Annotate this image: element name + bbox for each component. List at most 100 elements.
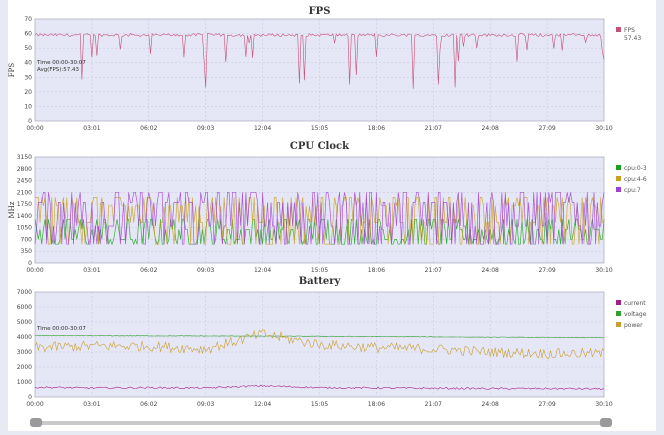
x-tick-label: 18:06: [368, 267, 385, 274]
legend-swatch: [616, 27, 621, 32]
x-tick-label: 18:06: [368, 401, 385, 408]
y-tick-label: 350: [21, 248, 33, 255]
legend-swatch: [616, 187, 621, 192]
legend-label: cpu:4-6: [624, 176, 647, 183]
y-tick-label: 1000: [17, 379, 32, 386]
y-tick-label: 6000: [17, 304, 32, 311]
y-tick-label: 70: [24, 16, 32, 23]
legend-item: cpu:7: [616, 187, 641, 194]
x-tick-label: 24:08: [482, 401, 499, 408]
x-tick-label: 09:03: [197, 401, 214, 408]
x-tick-label: 06:02: [140, 125, 157, 132]
y-tick-label: 0: [28, 260, 32, 267]
y-tick-label: 1050: [17, 225, 32, 232]
x-tick-label: 21:07: [425, 125, 442, 132]
legend-label: FPS: [624, 27, 635, 34]
time-range-slider[interactable]: [30, 418, 612, 427]
x-tick-label: 09:03: [197, 267, 214, 274]
y-axis-label: MHz: [8, 201, 16, 218]
x-tick-label: 06:02: [140, 267, 157, 274]
legend-item: cpu:0-3: [616, 165, 647, 172]
legend-value: 57.43: [624, 35, 641, 42]
x-tick-label: 15:05: [311, 125, 328, 132]
y-tick-label: 50: [24, 45, 32, 52]
legend-swatch: [616, 311, 621, 316]
x-tick-label: 30:10: [595, 401, 612, 408]
y-tick-label: 0: [28, 394, 32, 401]
series-line-fps: [34, 32, 605, 89]
slider-handle-right[interactable]: [600, 418, 612, 427]
y-tick-label: 5000: [17, 319, 32, 326]
y-tick-label: 2450: [17, 178, 32, 185]
x-tick-label: 03:01: [83, 125, 100, 132]
y-tick-label: 0: [28, 118, 32, 125]
legend-swatch: [616, 300, 621, 305]
y-tick-label: 2800: [17, 166, 32, 173]
stats-overlay-text: Time 00:00-30:07: [36, 326, 86, 332]
x-tick-label: 18:06: [368, 125, 385, 132]
chart-title: FPS: [309, 6, 331, 17]
legend-label: current: [624, 300, 646, 307]
x-tick-label: 15:05: [311, 267, 328, 274]
x-tick-label: 12:04: [254, 267, 271, 274]
y-tick-label: 30: [24, 74, 32, 81]
x-tick-label: 06:02: [140, 401, 157, 408]
series-line-voltage: [34, 334, 605, 339]
legend-label: cpu:7: [624, 187, 641, 194]
series-line-power: [34, 329, 605, 359]
stats-overlay-text: Time 00:00-30:07: [36, 60, 86, 66]
y-axis-label: FPS: [8, 63, 16, 78]
x-tick-label: 30:10: [595, 267, 612, 274]
x-tick-label: 03:01: [83, 401, 100, 408]
stats-overlay-text: Avg(FPS):57.43: [37, 67, 80, 73]
x-tick-label: 24:08: [482, 267, 499, 274]
y-tick-label: 3000: [17, 349, 32, 356]
y-tick-label: 1750: [17, 201, 32, 208]
y-tick-label: 60: [24, 31, 32, 38]
x-tick-label: 21:07: [425, 267, 442, 274]
legend-label: cpu:0-3: [624, 165, 647, 172]
slider-track[interactable]: [34, 421, 608, 425]
chart-title: Battery: [299, 276, 342, 287]
chart-title: CPU Clock: [290, 141, 350, 152]
legend-swatch: [616, 165, 621, 170]
x-tick-label: 15:05: [311, 401, 328, 408]
chart-panel-cpu-clock: CPU Clock MHz 0 350 700 1050 1400 1750 2100 2450 2…: [8, 141, 647, 274]
x-tick-label: 27:09: [538, 401, 555, 408]
chart-panel-fps: FPS FPS 0 10 20 30 40 50 60 70 00:00 03:01 06:02 09:0…: [8, 6, 641, 132]
x-tick-label: 27:09: [538, 125, 555, 132]
x-tick-label: 09:03: [197, 125, 214, 132]
y-tick-label: 1400: [17, 213, 32, 220]
x-tick-label: 24:08: [482, 125, 499, 132]
y-tick-label: 2100: [17, 189, 32, 196]
x-tick-label: 27:09: [538, 267, 555, 274]
y-tick-label: 700: [21, 236, 33, 243]
y-tick-label: 2000: [17, 364, 32, 371]
x-tick-label: 30:10: [595, 125, 612, 132]
x-tick-label: 03:01: [83, 267, 100, 274]
y-tick-label: 40: [24, 60, 32, 67]
legend-label: power: [624, 322, 643, 329]
x-tick-label: 00:00: [26, 125, 43, 132]
series-line-current: [34, 384, 605, 391]
series-line-cpu-0-3: [34, 218, 605, 246]
y-tick-label: 7000: [17, 289, 32, 296]
chart-panel-battery: Battery 0 1000 2000 3000 4000 5000 6000 7000 00:0…: [17, 276, 647, 408]
legend-swatch: [616, 322, 621, 327]
legend-item: voltage: [616, 311, 647, 318]
x-tick-label: 00:00: [26, 267, 43, 274]
x-tick-label: 00:00: [26, 401, 43, 408]
y-tick-label: 10: [24, 103, 32, 110]
slider-handle-left[interactable]: [30, 418, 42, 427]
legend-swatch: [616, 176, 621, 181]
legend-label: voltage: [624, 311, 647, 318]
x-tick-label: 12:04: [254, 401, 271, 408]
series-line-cpu-7: [34, 191, 605, 245]
legend-item: current: [616, 300, 646, 307]
y-tick-label: 3150: [17, 154, 32, 161]
legend-item: cpu:4-6: [616, 176, 647, 183]
y-tick-label: 20: [24, 89, 32, 96]
